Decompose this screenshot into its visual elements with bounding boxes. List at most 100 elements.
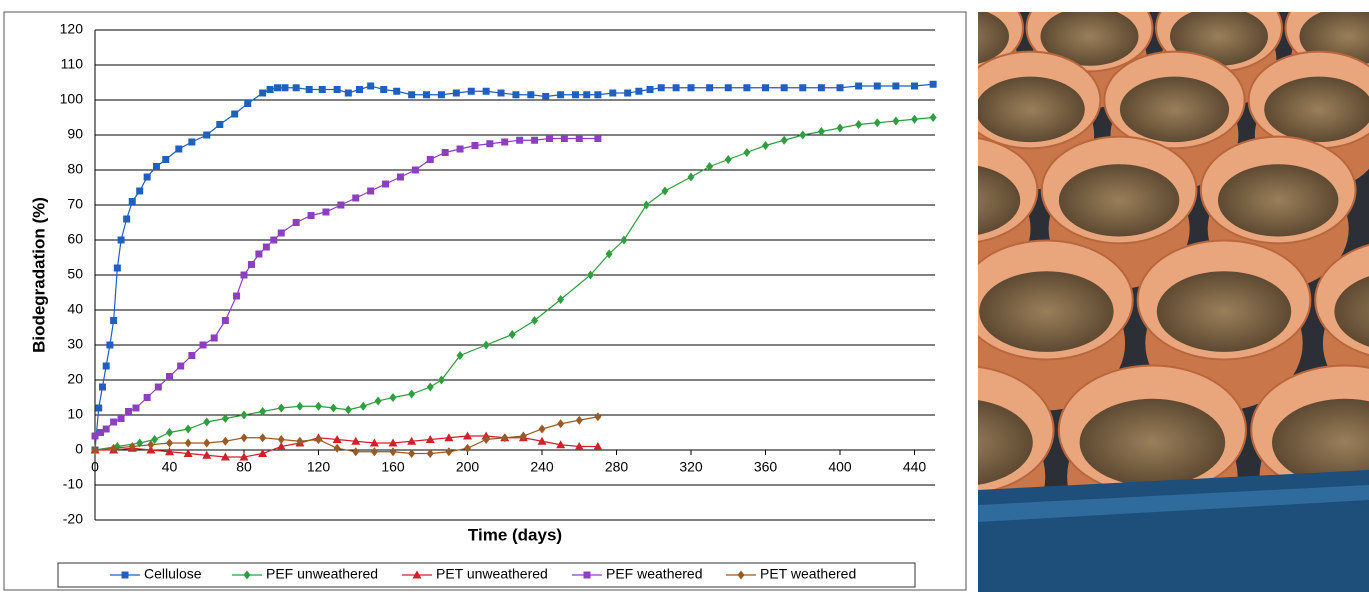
marker: [91, 445, 99, 455]
marker: [143, 394, 151, 401]
marker: [531, 316, 539, 325]
marker: [624, 89, 632, 97]
chart-frame: [3, 11, 967, 591]
marker: [184, 438, 192, 448]
x-tick-label: 440: [903, 459, 927, 475]
x-tick-label: 40: [162, 459, 178, 475]
x-tick-label: 280: [605, 459, 629, 475]
marker: [344, 405, 352, 415]
marker: [270, 236, 278, 244]
marker: [221, 414, 229, 423]
marker: [396, 173, 404, 181]
marker: [203, 131, 211, 139]
pot-soil: [1272, 398, 1369, 487]
marker: [125, 408, 133, 415]
marker: [98, 383, 106, 391]
marker: [737, 570, 745, 580]
marker: [724, 84, 732, 92]
marker: [262, 243, 270, 251]
marker: [486, 140, 494, 148]
marker: [408, 91, 416, 99]
marker: [426, 156, 434, 163]
marker: [873, 82, 881, 90]
marker: [355, 86, 363, 93]
marker: [315, 401, 323, 411]
pot-soil: [978, 12, 1009, 64]
marker: [380, 86, 388, 93]
pot-soil: [1079, 398, 1226, 487]
marker: [672, 84, 680, 92]
marker: [220, 452, 230, 461]
marker: [441, 149, 449, 156]
marker: [113, 264, 121, 272]
pot-soil: [1156, 271, 1292, 352]
x-tick-label: 120: [307, 459, 331, 475]
marker: [370, 447, 378, 457]
marker: [687, 172, 695, 182]
photo: [978, 12, 1369, 592]
marker: [412, 570, 422, 579]
marker: [136, 187, 144, 195]
marker: [296, 401, 304, 411]
pot-soil: [1334, 276, 1369, 347]
marker: [389, 393, 397, 402]
y-tick-label: 20: [67, 371, 83, 387]
marker: [277, 435, 285, 444]
marker: [456, 351, 464, 360]
marker: [315, 435, 323, 444]
marker: [527, 91, 535, 99]
y-tick-label: -10: [63, 476, 83, 492]
marker: [177, 362, 185, 370]
marker: [203, 417, 211, 427]
marker: [609, 89, 617, 97]
marker: [437, 91, 445, 99]
marker: [482, 340, 490, 350]
marker: [556, 440, 566, 449]
marker: [557, 295, 565, 304]
marker: [183, 449, 193, 457]
marker: [762, 84, 770, 92]
marker: [258, 449, 268, 457]
marker: [244, 100, 252, 107]
marker: [305, 86, 313, 93]
marker: [277, 403, 285, 413]
marker: [352, 194, 360, 202]
marker: [519, 431, 527, 441]
marker: [276, 442, 286, 450]
marker: [593, 442, 603, 450]
marker: [110, 317, 118, 324]
legend-label: PET unweathered: [436, 566, 548, 582]
marker: [281, 84, 289, 92]
marker: [836, 84, 844, 92]
marker: [463, 431, 473, 440]
marker: [583, 91, 591, 99]
marker: [464, 443, 472, 453]
marker: [231, 110, 239, 118]
marker: [152, 163, 160, 170]
marker: [482, 87, 490, 95]
marker: [102, 425, 110, 433]
marker: [575, 415, 583, 425]
marker: [216, 121, 224, 128]
marker: [706, 162, 714, 171]
pot-soil: [1119, 76, 1230, 143]
y-axis-title: Biodegradation (%): [29, 197, 48, 353]
marker: [411, 166, 419, 174]
marker: [537, 436, 547, 445]
marker: [605, 249, 613, 259]
pot-soil: [979, 271, 1114, 352]
marker: [836, 123, 844, 133]
marker: [333, 443, 341, 453]
marker: [333, 86, 341, 93]
marker: [892, 116, 900, 126]
y-tick-label: 110: [61, 56, 84, 72]
marker: [594, 412, 602, 422]
marker: [780, 84, 788, 92]
marker: [408, 389, 416, 399]
marker: [147, 440, 155, 450]
marker: [762, 141, 770, 150]
marker: [259, 407, 267, 416]
legend-box: [57, 562, 916, 588]
marker: [482, 435, 490, 444]
marker: [471, 142, 479, 149]
